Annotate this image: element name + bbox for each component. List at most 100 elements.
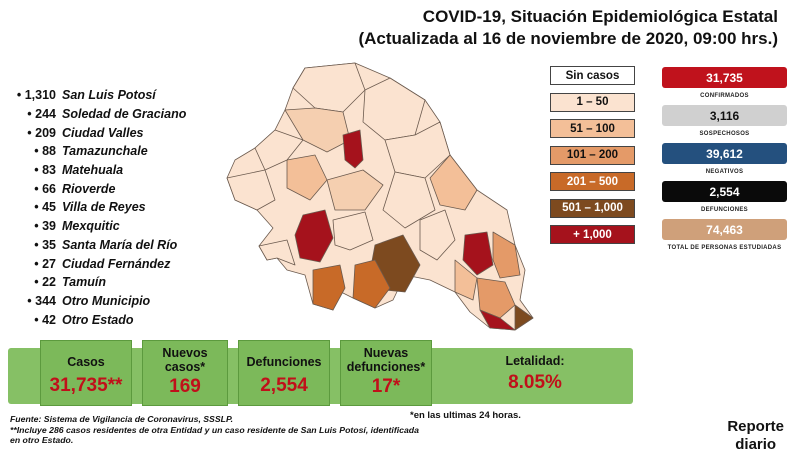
municipality-name: Tamuín [62,275,106,290]
legend-item: 501 – 1,000 [550,198,635,218]
map-region [462,231,494,276]
new-deaths-value: 17* [371,376,401,397]
municipality-name: Soledad de Graciano [62,107,187,122]
map-region [294,209,334,263]
legend-item: + 1,000 [550,225,635,244]
map-region [429,154,478,211]
municipality-count: • 344 [27,293,56,308]
municipality-name: Ciudad Fernández [62,256,171,271]
map-region [226,169,276,211]
stat-value: 31,735 [662,67,787,88]
list-item: • 209 Ciudad Valles [8,123,213,142]
map-region [514,304,534,331]
map-region [492,231,521,279]
map-region [326,169,384,211]
list-item: • 39 Mexquitic [8,217,213,236]
daily-report-label: Reporte diario [727,418,784,454]
stat-deaths: 2,554 DEFUNCIONES [662,181,787,214]
deaths-value: 2,554 [260,375,308,396]
map-region [312,264,346,311]
municipality-name: Otro Estado [62,312,134,327]
stat-label: NEGATIVOS [705,169,744,175]
municipality-count: • 35 [34,237,56,252]
stat-confirmed: 31,735 CONFIRMADOS [662,67,787,100]
map-region [419,209,456,261]
list-item: • 1,310 San Luis Potosí [8,86,213,105]
map-region [258,239,296,266]
municipality-count: • 209 [27,125,56,140]
legend-item: Sin casos [550,66,635,85]
municipality-count: • 1,310 [16,88,56,103]
map-region [476,277,516,319]
list-item: • 66 Rioverde [8,179,213,198]
list-item: • 27 Ciudad Fernández [8,254,213,273]
summary-cases: Casos 31,735** [40,340,132,406]
list-item: • 344 Otro Municipio [8,292,213,311]
municipality-name: Mexquitic [62,219,120,234]
municipality-name: Ciudad Valles [62,125,144,140]
new-cases-label: Nuevos casos* [162,346,208,374]
list-item: • 88 Tamazunchale [8,142,213,161]
report-line-1: Reporte [727,418,784,435]
municipality-name: Santa María del Río [62,237,178,252]
summary-new-deaths: Nuevas defunciones* 17* [340,340,432,406]
municipality-count: • 39 [34,219,56,234]
map-region [454,259,478,301]
municipality-count: • 88 [34,144,56,159]
stat-suspected: 3,116 SOSPECHOSOS [662,105,787,138]
list-item: • 83 Matehuala [8,161,213,180]
legend-item: 201 – 500 [550,172,635,191]
municipality-count: • 42 [34,312,56,327]
source-note: Fuente: Sistema de Vigilancia de Coronav… [10,414,234,424]
municipality-name: San Luis Potosí [62,88,156,103]
state-map [226,62,534,331]
municipality-name: Tamazunchale [62,144,148,159]
map-region [332,211,374,251]
map-legend: Sin casos 1 – 50 51 – 100 101 – 200 201 … [550,66,635,252]
map-region [254,129,304,171]
cases-value: 31,735** [49,375,123,396]
lethality-value: 8.05% [508,372,562,393]
title-line-1: COVID-19, Situación Epidemiológica Estat… [422,7,778,26]
stat-value: 3,116 [662,105,787,126]
title-line-2: (Actualizada al 16 de noviembre de 2020,… [358,29,778,48]
report-line-2: diario [735,436,777,453]
includes-note-1: **Incluye 286 casos residentes de otra E… [10,424,419,435]
stat-negative: 39,612 NEGATIVOS [662,143,787,176]
municipality-count: • 83 [34,163,56,178]
municipality-count: • 45 [34,200,56,215]
map-region [286,154,328,201]
summary-deaths: Defunciones 2,554 [238,340,330,406]
stat-value: 2,554 [662,181,787,202]
stat-label: SOSPECHOSOS [699,131,750,137]
summary-lethality: Letalidad: 8.05% [460,340,610,406]
stat-label: DEFUNCIONES [701,207,748,213]
municipality-name: Otro Municipio [62,293,151,308]
note-24h: *en las ultimas 24 horas. [410,410,521,421]
municipality-count: • 244 [27,107,56,122]
municipality-name: Matehuala [62,163,124,178]
list-item: • 42 Otro Estado [8,310,213,329]
footnote: Fuente: Sistema de Vigilancia de Coronav… [10,414,510,446]
includes-note-2: en otro Estado. [10,435,74,445]
map-region [342,129,364,169]
list-item: • 22 Tamuín [8,273,213,292]
municipality-name: Rioverde [62,181,116,196]
list-item: • 35 Santa María del Río [8,236,213,255]
map-region [284,107,351,153]
new-cases-value: 169 [169,376,201,397]
stat-value: 74,463 [662,219,787,240]
municipality-list: • 1,310 San Luis Potosí • 244 Soledad de G… [8,86,213,329]
list-item: • 45 Villa de Reyes [8,198,213,217]
summary-new-cases: Nuevos casos* 169 [142,340,228,406]
stat-label: TOTAL DE PERSONAS ESTUDIADAS [667,245,782,251]
legend-item: 101 – 200 [550,145,635,165]
stat-total-studied: 74,463 TOTAL DE PERSONAS ESTUDIADAS [662,219,787,252]
list-item: • 244 Soledad de Graciano [8,105,213,124]
map-region [382,171,436,229]
legend-item: 1 – 50 [550,92,635,112]
stat-label: CONFIRMADOS [700,93,749,99]
new-deaths-label: Nuevas defunciones* [346,346,426,374]
municipality-name: Villa de Reyes [62,200,146,215]
cases-label: Casos [67,355,105,369]
